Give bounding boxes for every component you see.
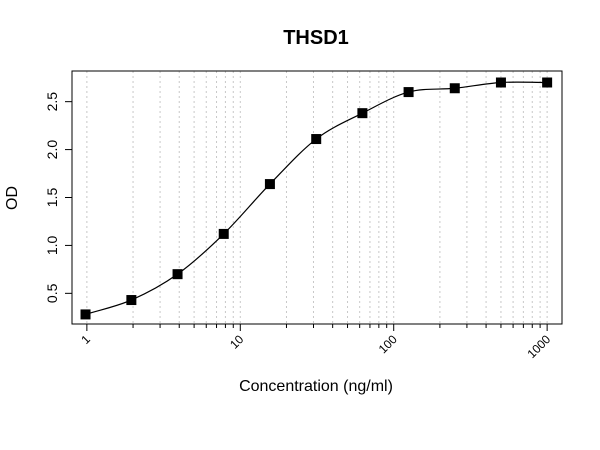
data-point xyxy=(172,269,183,280)
y-tick-label: 2.0 xyxy=(44,140,60,160)
data-point xyxy=(126,295,137,306)
data-point xyxy=(449,83,460,94)
curve-layer xyxy=(85,81,548,315)
y-tick-label: 1.5 xyxy=(44,188,60,208)
data-point xyxy=(80,309,91,320)
y-tick-label: 2.5 xyxy=(44,92,60,112)
y-axis-label: OD xyxy=(4,186,21,210)
plot-frame xyxy=(71,70,563,325)
fit-curve xyxy=(85,81,548,315)
x-tick-label: 1000 xyxy=(524,332,553,361)
data-point xyxy=(403,87,414,98)
chart-title: THSD1 xyxy=(283,27,349,49)
data-point xyxy=(542,77,553,88)
y-tick-label: 1.0 xyxy=(44,235,60,255)
x-tick-label: 100 xyxy=(376,332,400,356)
x-axis-label: Concentration (ng/ml) xyxy=(239,378,393,395)
data-point xyxy=(311,134,322,145)
data-point xyxy=(264,179,275,190)
data-point xyxy=(357,108,368,119)
grid-lines xyxy=(86,71,548,324)
data-point xyxy=(495,77,506,88)
data-point xyxy=(218,228,229,239)
x-tick-label: 1 xyxy=(78,332,93,347)
x-tick-label: 10 xyxy=(227,332,247,352)
y-tick-label: 0.5 xyxy=(44,283,60,303)
y-axis: 0.5 1.0 1.5 2.0 2.5 xyxy=(44,92,72,303)
data-points xyxy=(80,77,553,320)
x-axis: 1 10 100 1000 xyxy=(78,324,553,361)
